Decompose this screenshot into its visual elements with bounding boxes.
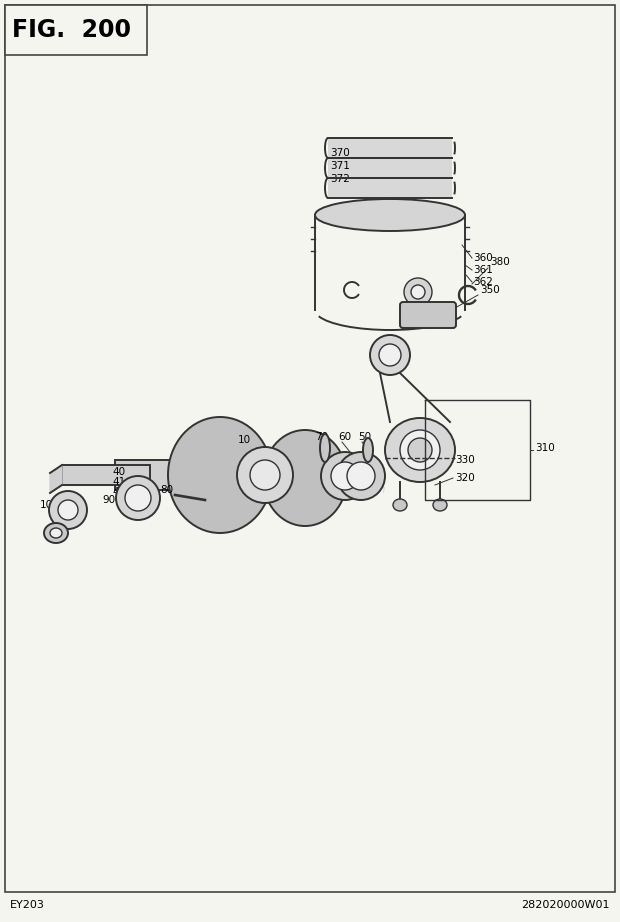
Text: 42: 42: [112, 487, 125, 497]
Text: 370: 370: [330, 148, 350, 158]
Ellipse shape: [400, 430, 440, 470]
Text: 282020000W01: 282020000W01: [521, 900, 610, 910]
Text: eReplacementParts.com: eReplacementParts.com: [234, 483, 386, 497]
Ellipse shape: [250, 460, 280, 490]
Text: FIG.  200: FIG. 200: [12, 18, 131, 42]
Ellipse shape: [363, 438, 373, 462]
Bar: [115, 460, 340, 490]
Ellipse shape: [263, 430, 347, 526]
Ellipse shape: [404, 278, 432, 306]
Text: 320: 320: [455, 473, 475, 483]
Bar: [328, 178, 452, 198]
Text: 362: 362: [473, 277, 493, 287]
Ellipse shape: [58, 500, 78, 520]
Bar: [5, 5, 147, 55]
Ellipse shape: [49, 491, 87, 529]
Ellipse shape: [408, 438, 432, 462]
Ellipse shape: [331, 462, 359, 490]
Ellipse shape: [337, 452, 385, 500]
Ellipse shape: [116, 476, 160, 520]
Bar: [62, 465, 150, 485]
Ellipse shape: [347, 462, 375, 490]
Text: 50: 50: [358, 432, 371, 442]
Text: 372: 372: [330, 174, 350, 184]
Ellipse shape: [44, 523, 68, 543]
Ellipse shape: [168, 417, 272, 533]
FancyBboxPatch shape: [400, 302, 456, 328]
Text: EY203: EY203: [10, 900, 45, 910]
Text: 361: 361: [473, 265, 493, 275]
Text: 70: 70: [315, 432, 328, 442]
Text: 310: 310: [535, 443, 555, 453]
Ellipse shape: [433, 499, 447, 511]
Ellipse shape: [411, 285, 425, 299]
Bar: [328, 158, 452, 178]
Text: 40: 40: [112, 467, 125, 477]
Ellipse shape: [50, 528, 62, 538]
Ellipse shape: [125, 485, 151, 511]
Text: 80: 80: [160, 485, 173, 495]
Text: 90: 90: [102, 495, 115, 505]
Ellipse shape: [370, 335, 410, 375]
Ellipse shape: [237, 447, 293, 503]
Ellipse shape: [385, 418, 455, 482]
Ellipse shape: [321, 452, 369, 500]
Text: 350: 350: [480, 285, 500, 295]
Ellipse shape: [315, 199, 465, 231]
Text: 371: 371: [330, 161, 350, 171]
Text: 360: 360: [473, 253, 493, 263]
Text: 330: 330: [455, 455, 475, 465]
Text: 100: 100: [40, 500, 60, 510]
Bar: [328, 138, 452, 158]
Text: 10: 10: [238, 435, 251, 445]
Polygon shape: [50, 465, 62, 493]
Ellipse shape: [320, 434, 330, 462]
Ellipse shape: [379, 344, 401, 366]
Ellipse shape: [393, 499, 407, 511]
Text: 41: 41: [112, 477, 125, 487]
Text: 60: 60: [338, 432, 351, 442]
Text: 380: 380: [490, 257, 510, 267]
